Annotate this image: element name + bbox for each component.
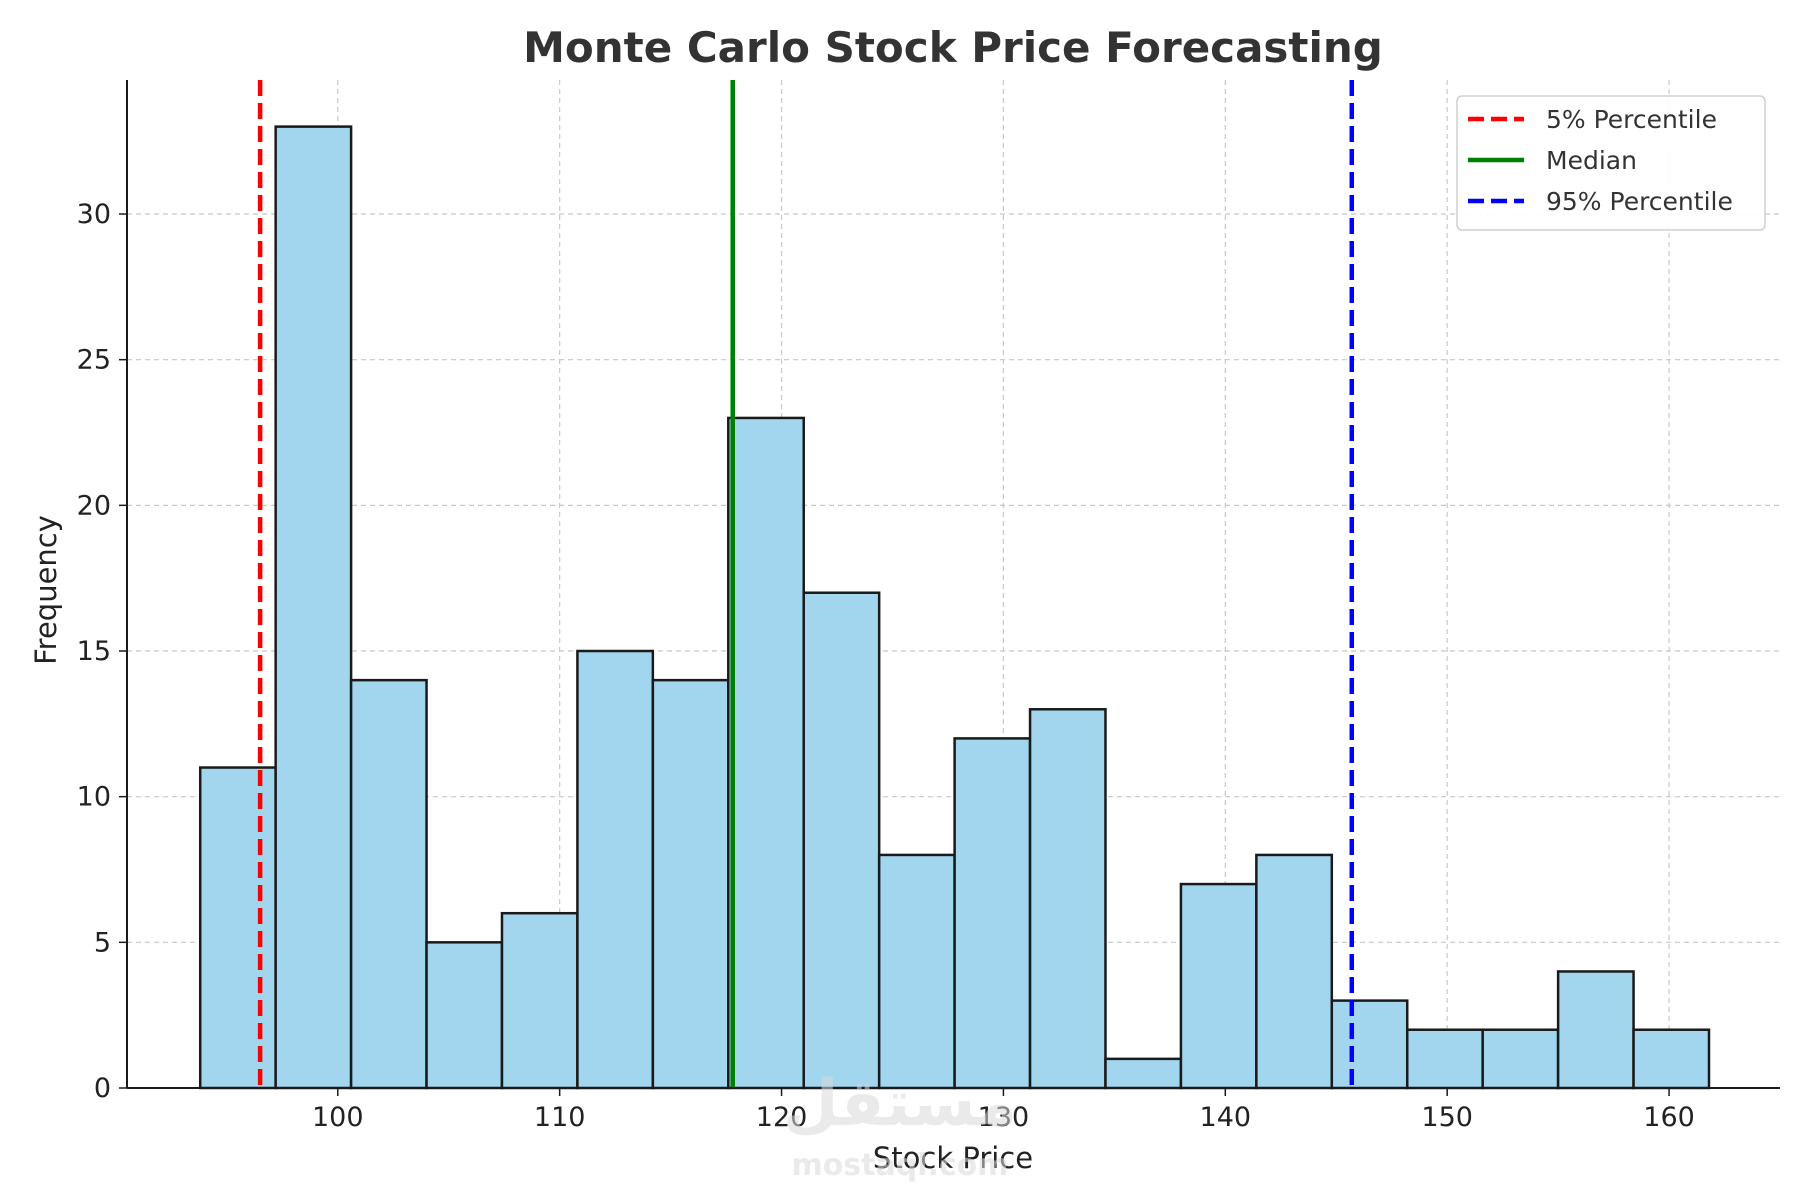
reference-lines <box>257 80 1355 1088</box>
histogram-bar <box>576 649 655 1090</box>
histogram-bar <box>877 853 956 1090</box>
histogram-bar <box>1179 882 1258 1090</box>
x-axis-ticks: 100 110 120 130 140 150 160 <box>312 1088 1695 1133</box>
x-axis-label: Stock Price <box>873 1141 1033 1175</box>
y-tick-label: 20 <box>77 490 111 521</box>
x-tick-label: 160 <box>1643 1102 1695 1133</box>
y-tick-label: 10 <box>77 782 111 813</box>
watermark-latin: mostaql.com <box>791 1148 1008 1183</box>
watermark-arabic: مستقل <box>783 1067 1017 1141</box>
legend-entry-label: 5% Percentile <box>1546 105 1717 134</box>
y-axis-label: Frequency <box>29 515 63 665</box>
histogram-bar <box>1405 1028 1484 1090</box>
x-tick-label: 150 <box>1421 1102 1473 1133</box>
x-tick-label: 140 <box>1200 1102 1252 1133</box>
axes <box>126 80 1780 1089</box>
histogram-bar <box>1556 970 1635 1090</box>
histogram-bar <box>1330 999 1409 1090</box>
y-tick-label: 15 <box>77 636 111 667</box>
histogram-bar <box>802 591 881 1090</box>
histogram-bar <box>274 125 353 1090</box>
histogram-bar <box>651 678 730 1090</box>
y-tick-label: 5 <box>94 927 111 958</box>
x-tick-label: 130 <box>978 1102 1030 1133</box>
legend: 5% Percentile Median 95% Percentile <box>1456 95 1766 231</box>
y-tick-label: 0 <box>94 1073 111 1104</box>
x-tick-label: 110 <box>534 1102 586 1133</box>
y-tick-label: 30 <box>77 199 111 230</box>
x-tick-label: 120 <box>756 1102 808 1133</box>
histogram-bar <box>1632 1028 1711 1090</box>
histogram-bar <box>1104 1057 1183 1090</box>
histogram-bar <box>349 678 428 1090</box>
histogram-bars <box>198 125 1711 1090</box>
legend-entry-label: Median <box>1546 146 1637 175</box>
histogram-bar <box>500 911 579 1090</box>
y-axis-ticks: 0 5 10 15 20 25 30 <box>77 199 127 1104</box>
histogram-bar <box>1255 853 1334 1090</box>
histogram-bar <box>425 941 504 1090</box>
histogram-bar <box>727 416 805 1090</box>
y-tick-label: 25 <box>77 345 111 376</box>
histogram-bar <box>1481 1028 1560 1090</box>
watermark: مستقل mostaql.com <box>783 1067 1017 1183</box>
legend-entry-label: 95% Percentile <box>1546 187 1733 216</box>
x-tick-label: 100 <box>312 1102 364 1133</box>
histogram-bar <box>1028 708 1107 1090</box>
chart-title: Monte Carlo Stock Price Forecasting <box>523 23 1383 72</box>
histogram-bar <box>198 766 277 1090</box>
histogram-bar <box>953 737 1032 1090</box>
legend-box <box>1456 95 1766 231</box>
